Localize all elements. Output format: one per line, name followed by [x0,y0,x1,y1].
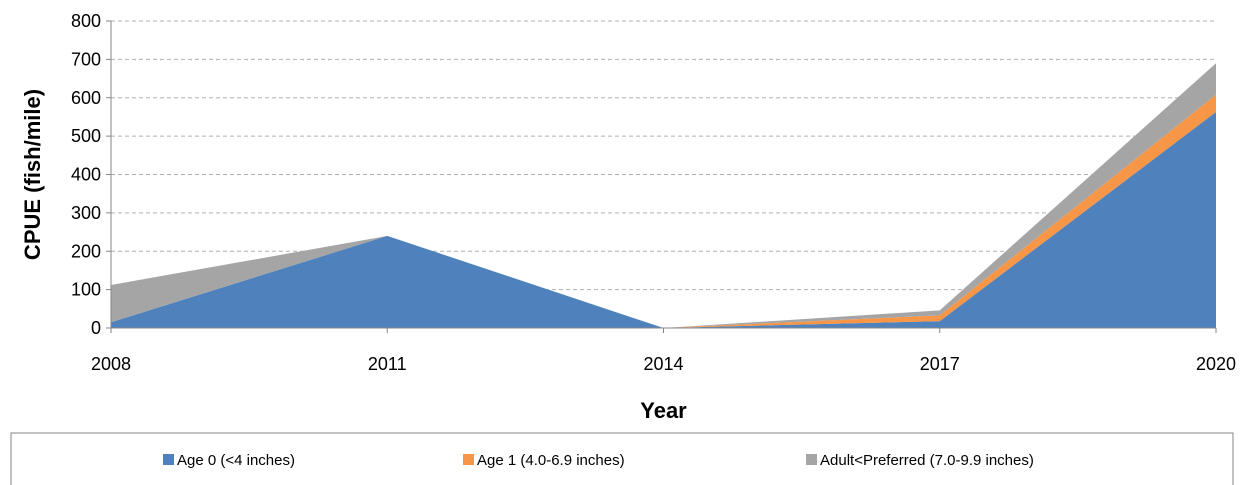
legend-label: Age 0 (<4 inches) [177,452,295,469]
y-axis-ticks: 0 100 200 300 400 500 600 700 800 [71,11,111,338]
x-tick-label: 2017 [920,354,960,374]
legend-swatch [806,454,817,465]
legend-swatch [463,454,474,465]
x-axis-title: Year [640,398,687,423]
x-tick-label: 2020 [1196,354,1236,374]
y-tick-label: 0 [91,318,101,338]
plot-areas [111,63,1216,328]
y-tick-label: 400 [71,165,101,185]
y-tick-label: 600 [71,88,101,108]
y-tick-label: 300 [71,203,101,223]
legend-label: Age 1 (4.0-6.9 inches) [477,452,625,469]
x-axis-ticks: 2008 2011 2014 2017 2020 [91,328,1236,374]
y-tick-label: 800 [71,11,101,31]
x-tick-label: 2011 [368,354,407,374]
y-tick-label: 700 [71,49,101,69]
legend-swatch [163,454,174,465]
y-tick-label: 100 [71,280,101,300]
y-axis-title: CPUE (fish/mile) [20,89,45,260]
x-tick-label: 2008 [91,354,131,374]
legend-entries: Age 0 (<4 inches) Age 1 (4.0-6.9 inches) A… [163,452,1034,469]
y-tick-label: 500 [71,126,101,146]
legend-label: Adult<Preferred (7.0-9.9 inches) [820,452,1034,469]
y-tick-label: 200 [71,241,101,261]
x-tick-label: 2014 [643,354,683,374]
